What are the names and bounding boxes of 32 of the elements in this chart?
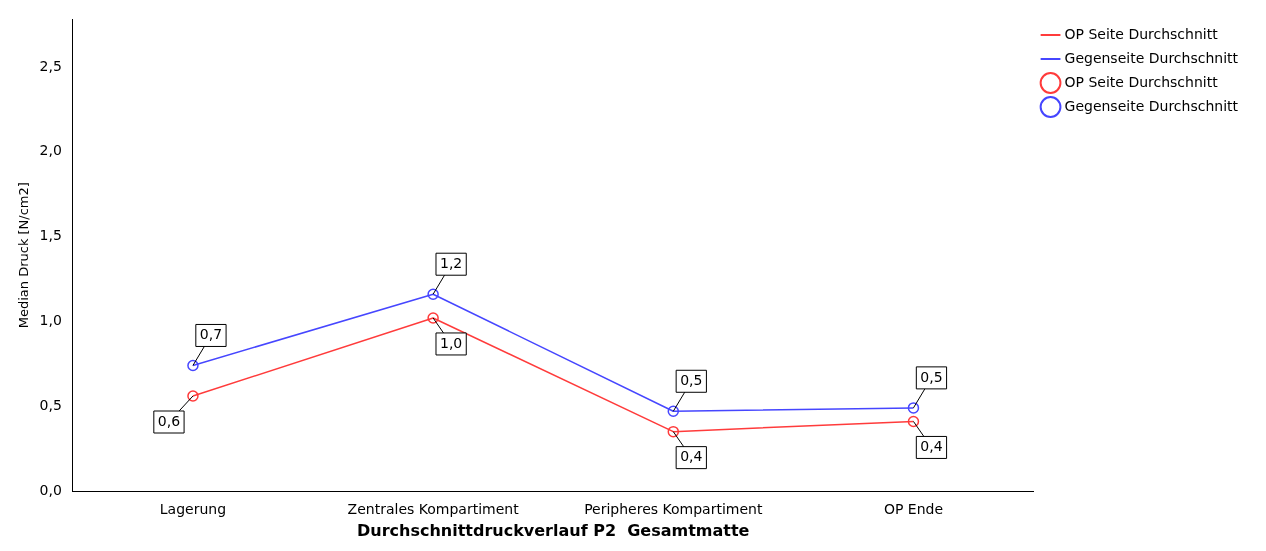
legend-label: Gegenseite Durchschnitt [1064,97,1239,114]
x-tick-label: Zentrales Kompartiment [347,501,520,518]
data-label: 0,5 [680,371,703,388]
y-tick-label: 0,0 [39,481,62,498]
data-label: 0,6 [157,412,181,429]
text: Gegenseite Durchschnitt [1064,49,1239,66]
point [907,402,920,414]
point [667,405,680,418]
data-label: 0,4 [680,448,703,465]
y-tick-label: 0,5 [39,396,62,413]
point [907,415,920,428]
x-tick-label: OP Ende [883,501,944,518]
point [427,312,439,324]
text: OP Seite Durchschnitt [1064,25,1218,42]
y-axis-title: Median Druck [N/cm2] [16,182,32,329]
y-tick-label: 1,5 [39,227,62,244]
x-tick-label: Peripheres Kompartiment [584,501,763,518]
x-tick-label: Lagerung [159,501,227,518]
y-tick-label: 2,5 [39,57,62,74]
x-axis-title: Durchschnittdruckverlauf P2 Gesamtmatte [356,520,750,540]
point [187,359,199,372]
data-label: 0,7 [199,326,223,343]
point [667,425,680,438]
data-label: 1,0 [439,334,463,351]
data-label: 1,2 [439,254,463,271]
point [427,288,439,300]
y-tick-label: 1,0 [39,312,62,328]
point [187,390,199,402]
legend-label: OP Seite Durchschnitt [1064,73,1219,90]
data-label: 0,5 [920,368,943,385]
data-label: 0,4 [920,438,943,455]
y-tick-label: 2,0 [39,142,62,159]
